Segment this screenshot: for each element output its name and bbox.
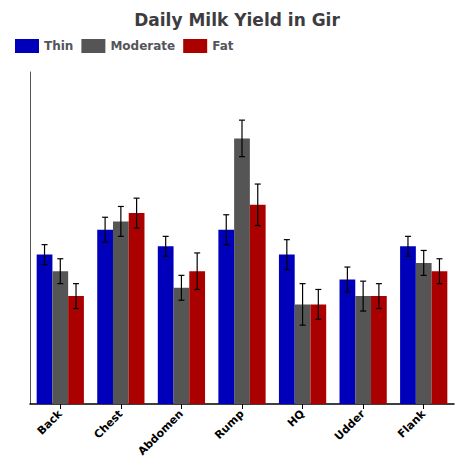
svg-text:Fat: Fat bbox=[212, 39, 234, 53]
svg-text:Moderate: Moderate bbox=[110, 39, 175, 53]
svg-text:Udder: Udder bbox=[332, 407, 368, 443]
svg-text:Flank: Flank bbox=[395, 407, 429, 441]
svg-text:Rump: Rump bbox=[212, 407, 246, 441]
svg-text:HQ: HQ bbox=[285, 407, 307, 429]
svg-text:Back: Back bbox=[35, 407, 66, 438]
svg-text:Thin: Thin bbox=[44, 39, 73, 53]
svg-text:Chest: Chest bbox=[91, 407, 125, 441]
svg-text:Daily Milk Yield in Gir: Daily Milk Yield in Gir bbox=[134, 10, 340, 30]
svg-text:Abdomen: Abdomen bbox=[135, 407, 186, 458]
